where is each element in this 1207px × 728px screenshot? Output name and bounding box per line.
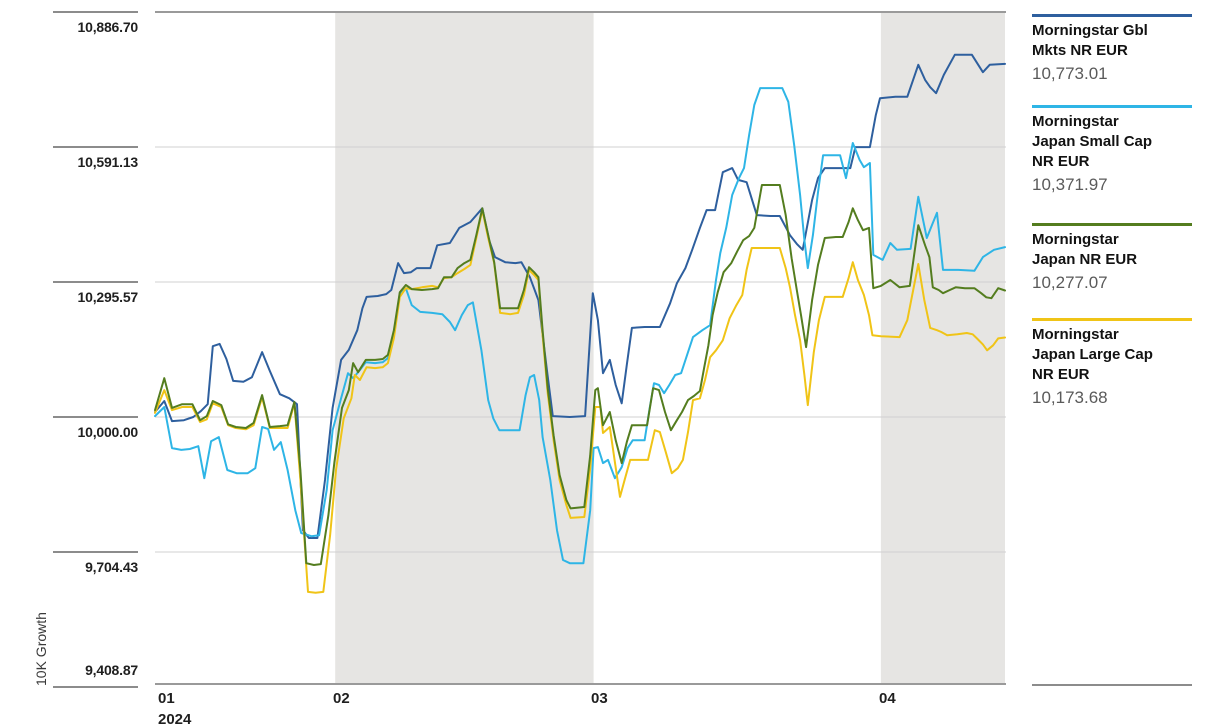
y-axis-tick	[53, 146, 138, 148]
y-axis-tick	[53, 11, 138, 13]
legend-entry-value: 10,173.68	[1032, 388, 1108, 407]
legend-entry-2[interactable]: Morningstar Japan Small Cap NR EUR 10,371.9…	[1032, 105, 1192, 196]
shaded-month-band	[335, 12, 594, 684]
series-line-morningstar-japan-large-cap-nr-eur	[154, 209, 1006, 594]
y-axis-tick-label: 10,000.00	[77, 424, 139, 440]
x-axis-tick-label: 02	[333, 690, 350, 707]
legend-bottom-divider	[1032, 684, 1192, 686]
y-axis-tick-label: 10,591.13	[77, 154, 139, 170]
x-axis-tick-label: 03	[591, 690, 608, 707]
series-line-morningstar-japan-small-cap-nr-eur	[154, 87, 1006, 565]
y-axis-tick-label: 10,295.57	[77, 289, 139, 305]
legend-color-bar	[1032, 14, 1192, 17]
legend-entry-name: Morningstar Japan Large Cap NR EUR	[1032, 326, 1153, 383]
legend-entry-value: 10,773.01	[1032, 64, 1108, 83]
legend-color-bar	[1032, 105, 1192, 108]
y-axis-tick-label: 9,704.43	[85, 559, 138, 575]
legend-color-bar	[1032, 318, 1192, 321]
legend-color-bar	[1032, 223, 1192, 226]
legend-entry-value: 10,371.97	[1032, 175, 1108, 194]
x-axis-tick-label: 04	[879, 690, 896, 707]
legend-entry-3[interactable]: Morningstar Japan NR EUR 10,277.07	[1032, 223, 1192, 294]
legend-entry-name: Morningstar Japan Small Cap NR EUR	[1032, 113, 1153, 170]
y-axis-title: 10K Growth	[33, 612, 49, 686]
y-axis-tick-label: 9,408.87	[85, 662, 138, 678]
legend-entry-1[interactable]: Morningstar Gbl Mkts NR EUR 10,773.01	[1032, 14, 1192, 85]
legend-entry-name: Morningstar Gbl Mkts NR EUR	[1032, 22, 1148, 59]
legend-entry-name: Morningstar Japan NR EUR	[1032, 231, 1138, 268]
y-axis-tick-label: 10,886.70	[77, 19, 139, 35]
x-axis-tick-label: 01	[158, 690, 175, 707]
legend-entry-4[interactable]: Morningstar Japan Large Cap NR EUR 10,173.6…	[1032, 318, 1192, 409]
y-axis-tick	[53, 281, 138, 283]
x-axis-year-label: 2024	[158, 711, 192, 728]
legend-entry-value: 10,277.07	[1032, 273, 1108, 292]
y-axis-tick	[53, 686, 138, 688]
y-axis-tick	[53, 551, 138, 553]
series-line-morningstar-japan-nr-eur	[154, 184, 1006, 566]
series-line-morningstar-gbl-mkts-nr-eur	[154, 53, 1006, 539]
y-axis-tick	[53, 416, 138, 418]
chart-legend: Morningstar Gbl Mkts NR EUR 10,773.01 Morni…	[1032, 0, 1192, 716]
